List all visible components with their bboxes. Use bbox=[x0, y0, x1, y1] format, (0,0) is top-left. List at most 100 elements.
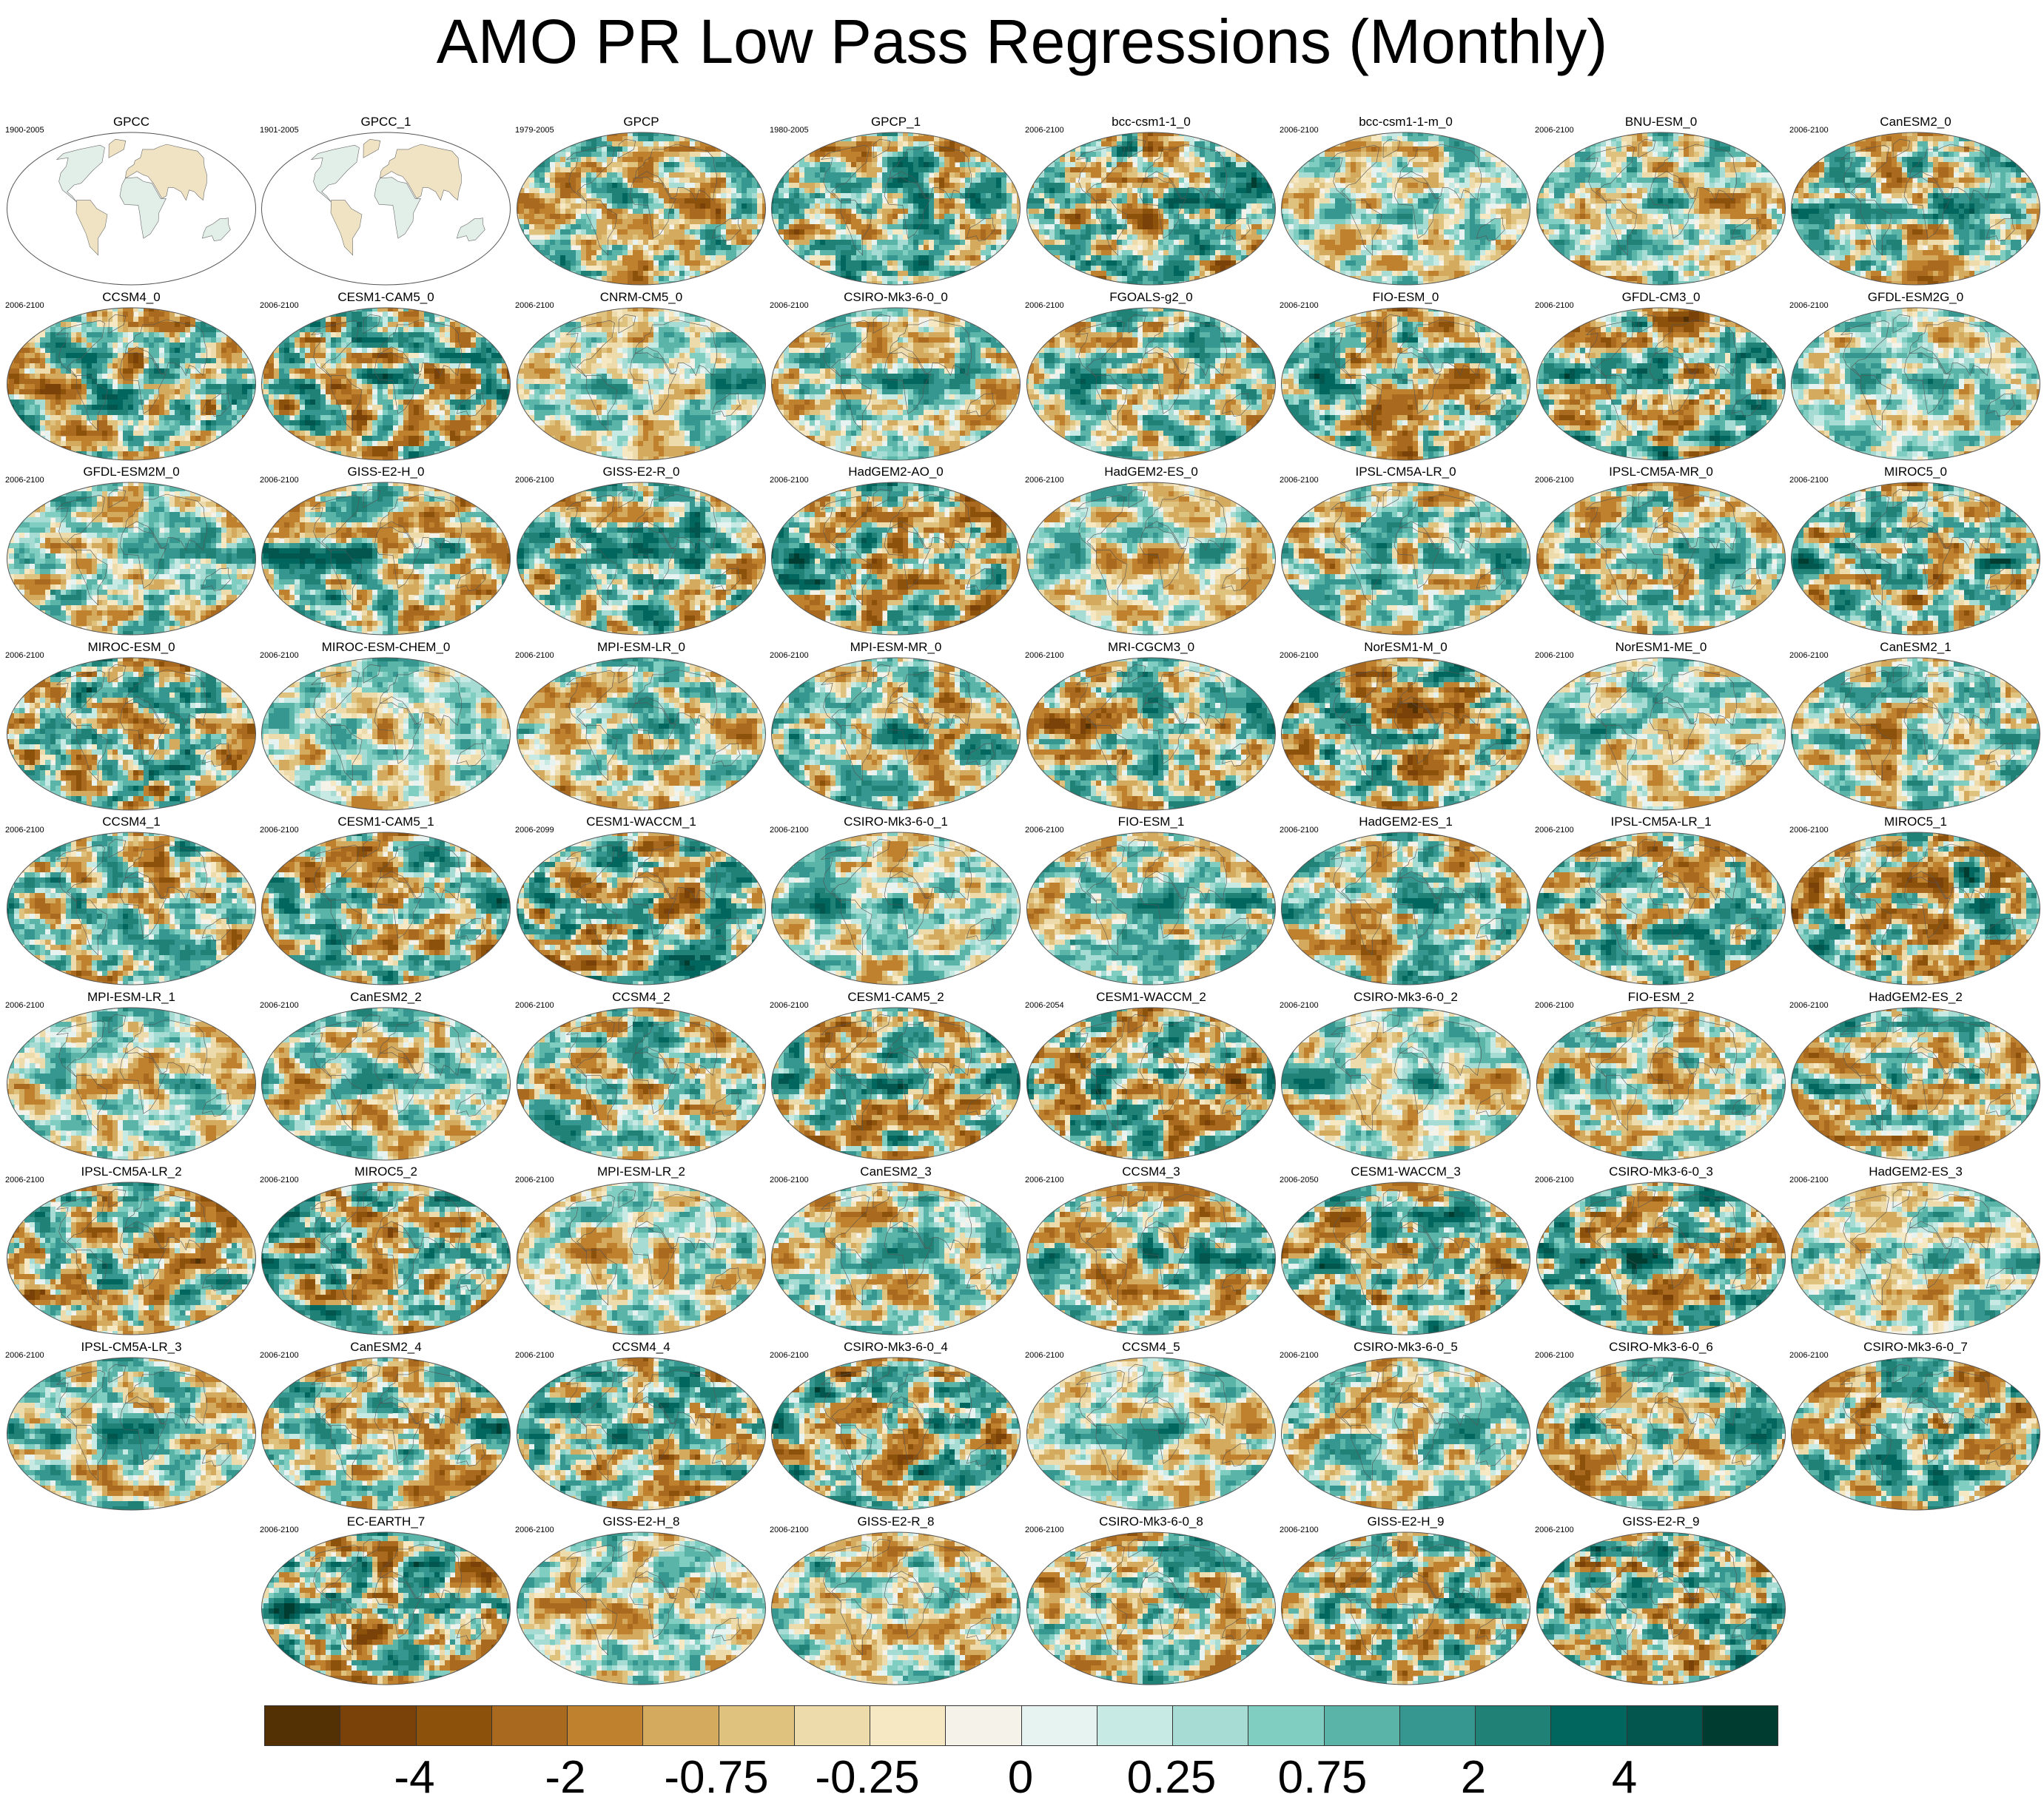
map-panel: IPSL-CM5A-LR_3 2006-2100 bbox=[4, 1340, 259, 1512]
map-panel: EC-EARTH_7 2006-2100 bbox=[258, 1514, 514, 1686]
colorbar-tick-label: 0 bbox=[1008, 1755, 1033, 1801]
regression-map bbox=[1023, 656, 1279, 812]
regression-map bbox=[258, 1356, 514, 1512]
regression-map bbox=[4, 1356, 259, 1512]
regression-map bbox=[4, 656, 259, 812]
map-panel: GPCC 1900-2005 bbox=[4, 115, 259, 286]
map-panel: MRI-CGCM3_0 2006-2100 bbox=[1023, 640, 1279, 812]
map-panel: CSIRO-Mk3-6-0_3 2006-2100 bbox=[1533, 1165, 1789, 1336]
colorbar-box bbox=[1627, 1705, 1703, 1746]
colorbar-box bbox=[340, 1705, 416, 1746]
map-panel: IPSL-CM5A-LR_2 2006-2100 bbox=[4, 1165, 259, 1336]
regression-map bbox=[1788, 831, 2043, 986]
map-panel: GISS-E2-H_8 2006-2100 bbox=[514, 1514, 769, 1686]
regression-map bbox=[1278, 481, 1533, 636]
regression-map bbox=[4, 1181, 259, 1336]
map-panel: HadGEM2-AO_0 2006-2100 bbox=[768, 465, 1023, 636]
regression-map bbox=[768, 1181, 1023, 1336]
map-panel: MIROC-ESM_0 2006-2100 bbox=[4, 640, 259, 812]
colorbar bbox=[264, 1705, 1778, 1746]
map-panel: CSIRO-Mk3-6-0_8 2006-2100 bbox=[1023, 1514, 1279, 1686]
map-panel: GFDL-ESM2G_0 2006-2100 bbox=[1788, 290, 2043, 462]
regression-map bbox=[258, 656, 514, 812]
map-panel: BNU-ESM_0 2006-2100 bbox=[1533, 115, 1789, 286]
colorbar-box bbox=[642, 1705, 719, 1746]
regression-map bbox=[514, 306, 769, 462]
colorbar-tick-label: 0.25 bbox=[1127, 1755, 1217, 1801]
regression-map bbox=[514, 1531, 769, 1686]
map-panel: CESM1-CAM5_2 2006-2100 bbox=[768, 990, 1023, 1162]
regression-map bbox=[1023, 131, 1279, 286]
map-panel: NorESM1-ME_0 2006-2100 bbox=[1533, 640, 1789, 812]
regression-map bbox=[258, 1181, 514, 1336]
colorbar-box bbox=[1021, 1705, 1097, 1746]
map-panel: HadGEM2-ES_0 2006-2100 bbox=[1023, 465, 1279, 636]
map-panel: GISS-E2-R_8 2006-2100 bbox=[768, 1514, 1023, 1686]
map-panel: GISS-E2-R_0 2006-2100 bbox=[514, 465, 769, 636]
regression-map bbox=[1533, 481, 1789, 636]
regression-map bbox=[768, 131, 1023, 286]
map-panel: MIROC5_2 2006-2100 bbox=[258, 1165, 514, 1336]
regression-map bbox=[1023, 1006, 1279, 1162]
regression-map bbox=[4, 1006, 259, 1162]
regression-map bbox=[1788, 131, 2043, 286]
colorbar-box bbox=[1702, 1705, 1778, 1746]
map-panel: FIO-ESM_2 2006-2100 bbox=[1533, 990, 1789, 1162]
map-panel: CESM1-WACCM_2 2006-2054 bbox=[1023, 990, 1279, 1162]
map-panel: CanESM2_1 2006-2100 bbox=[1788, 640, 2043, 812]
map-panel: GISS-E2-H_9 2006-2100 bbox=[1278, 1514, 1533, 1686]
regression-map bbox=[1278, 831, 1533, 986]
map-panel: MIROC-ESM-CHEM_0 2006-2100 bbox=[258, 640, 514, 812]
map-panel: CSIRO-Mk3-6-0_7 2006-2100 bbox=[1788, 1340, 2043, 1512]
map-panel: CanESM2_0 2006-2100 bbox=[1788, 115, 2043, 286]
map-panel: FIO-ESM_0 2006-2100 bbox=[1278, 290, 1533, 462]
colorbar-tick-label: -4 bbox=[394, 1755, 434, 1801]
regression-map bbox=[1533, 1531, 1789, 1686]
regression-map bbox=[768, 1356, 1023, 1512]
regression-map bbox=[514, 1356, 769, 1512]
regression-map bbox=[1533, 1181, 1789, 1336]
map-panel: bcc-csm1-1-m_0 2006-2100 bbox=[1278, 115, 1533, 286]
map-panel: CCSM4_5 2006-2100 bbox=[1023, 1340, 1279, 1512]
panel-grid: GPCC 1900-2005 GPCC_1 1901-2005 GPCP 1979-200… bbox=[0, 0, 2044, 1702]
regression-map bbox=[1023, 1356, 1279, 1512]
colorbar-box bbox=[1248, 1705, 1324, 1746]
colorbar-box bbox=[264, 1705, 340, 1746]
regression-map bbox=[258, 1006, 514, 1162]
regression-map bbox=[1533, 306, 1789, 462]
map-panel: CSIRO-Mk3-6-0_1 2006-2100 bbox=[768, 815, 1023, 986]
regression-map bbox=[514, 481, 769, 636]
regression-map bbox=[514, 1181, 769, 1336]
map-panel: CSIRO-Mk3-6-0_5 2006-2100 bbox=[1278, 1340, 1533, 1512]
colorbar-tick-label: -2 bbox=[545, 1755, 585, 1801]
map-panel: FIO-ESM_1 2006-2100 bbox=[1023, 815, 1279, 986]
map-panel: CESM1-WACCM_3 2006-2050 bbox=[1278, 1165, 1533, 1336]
regression-map bbox=[1533, 831, 1789, 986]
map-panel: CCSM4_4 2006-2100 bbox=[514, 1340, 769, 1512]
map-panel: IPSL-CM5A-LR_0 2006-2100 bbox=[1278, 465, 1533, 636]
colorbar-tick-label: -0.25 bbox=[815, 1755, 919, 1801]
map-panel: NorESM1-M_0 2006-2100 bbox=[1278, 640, 1533, 812]
map-panel: CanESM2_2 2006-2100 bbox=[258, 990, 514, 1162]
regression-map bbox=[258, 1531, 514, 1686]
colorbar-tick-label: -0.75 bbox=[664, 1755, 768, 1801]
regression-map bbox=[4, 306, 259, 462]
map-panel: CSIRO-Mk3-6-0_2 2006-2100 bbox=[1278, 990, 1533, 1162]
regression-map bbox=[1788, 481, 2043, 636]
regression-map bbox=[258, 131, 514, 286]
colorbar-labels: -4 -2 -0.75 -0.25 0 0.25 0.75 2 4 bbox=[264, 1755, 1778, 1799]
regression-map bbox=[1788, 1181, 2043, 1336]
regression-map bbox=[1788, 1006, 2043, 1162]
map-panel: GISS-E2-H_0 2006-2100 bbox=[258, 465, 514, 636]
map-panel: CSIRO-Mk3-6-0_0 2006-2100 bbox=[768, 290, 1023, 462]
regression-map bbox=[1788, 306, 2043, 462]
regression-map bbox=[4, 131, 259, 286]
map-panel: bcc-csm1-1_0 2006-2100 bbox=[1023, 115, 1279, 286]
regression-map bbox=[1533, 1356, 1789, 1512]
regression-map bbox=[1023, 306, 1279, 462]
colorbar-tick-label: 0.75 bbox=[1278, 1755, 1368, 1801]
map-panel: HadGEM2-ES_2 2006-2100 bbox=[1788, 990, 2043, 1162]
regression-map bbox=[514, 831, 769, 986]
map-panel: MPI-ESM-MR_0 2006-2100 bbox=[768, 640, 1023, 812]
map-panel: GFDL-ESM2M_0 2006-2100 bbox=[4, 465, 259, 636]
